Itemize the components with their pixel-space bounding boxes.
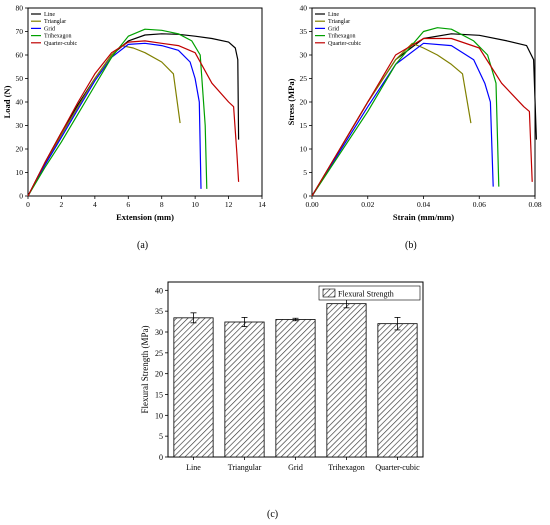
b-y-tick-label: 15: [300, 121, 308, 130]
a-legend-label-trianglar: Trianglar: [44, 19, 66, 25]
c-y-tick-label: 30: [155, 328, 163, 337]
bar-trihexagon: [326, 303, 367, 458]
a-legend-label-grid: Grid: [44, 26, 55, 32]
b-x-tick-label: 0.08: [528, 200, 541, 209]
c-y-tick-label: 25: [155, 349, 163, 358]
b-legend-label-line: Line: [328, 12, 339, 18]
a-x-tick-label: 14: [258, 200, 266, 209]
a-legend-label-line: Line: [44, 12, 55, 18]
b-y-tick-label: 5: [303, 168, 307, 177]
b-y-tick-label: 20: [300, 98, 308, 107]
a-y-tick-label: 60: [16, 51, 24, 60]
b-series-grid-line: [311, 42, 494, 197]
c-legend-label: Flexural Strength: [338, 290, 394, 299]
a-x-tick-label: 4: [93, 200, 97, 209]
a-series-grid-line: [27, 42, 202, 197]
bar-line: [173, 317, 214, 458]
a-y-tick-label: 80: [16, 4, 24, 13]
c-x-tick-label: Quarter-cubic: [375, 463, 420, 472]
a-y-tick-label: 30: [16, 121, 24, 130]
c-y-tick-label: 35: [155, 307, 163, 316]
a-legend-label-trihexagon: Trihexagon: [44, 34, 71, 40]
c-x-tick-label: Triangular: [228, 463, 262, 472]
b-y-tick-label: 0: [303, 192, 307, 201]
c-x-tick-label: Line: [186, 463, 201, 472]
a-x-tick-label: 10: [191, 200, 199, 209]
a-x-tick-label: 8: [160, 200, 164, 209]
bar-quarter-cubic: [377, 323, 418, 458]
a-y-tick-label: 40: [16, 98, 24, 107]
c-legend-box: [318, 285, 421, 301]
b-series-trianglar-line: [311, 42, 472, 197]
a-x-tick-label: 12: [225, 200, 233, 209]
a-series-trihexagon-line: [27, 28, 208, 197]
a-y-tick-label: 50: [16, 74, 24, 83]
a-y-tick-label: 0: [19, 192, 23, 201]
a-y-tick-label: 70: [16, 27, 24, 36]
b-legend-label-grid: Grid: [328, 26, 339, 32]
a-legend-label-quarter-cubic: Quarter-cubic: [44, 41, 78, 47]
c-y-tick-label: 5: [159, 432, 163, 441]
a-y-tick-label: 10: [16, 168, 24, 177]
b-x-tick-label: 0.04: [417, 200, 430, 209]
a-x-tick-label: 0: [26, 200, 30, 209]
b-series-trihexagon-line: [311, 27, 500, 197]
c-x-tick-label: Trihexagon: [328, 463, 365, 472]
b-y-tick-label: 10: [300, 145, 308, 154]
b-y-tick-label: 40: [300, 4, 308, 13]
panel-label-b: (b): [405, 240, 417, 251]
a-series-line-line: [27, 33, 240, 197]
b-y-axis-label: Stress (MPa): [286, 78, 296, 125]
b-y-tick-label: 35: [300, 27, 308, 36]
b-y-tick-label: 25: [300, 74, 308, 83]
a-x-tick-label: 2: [60, 200, 64, 209]
a-x-tick-label: 6: [126, 200, 130, 209]
b-legend-label-trihexagon: Trihexagon: [328, 34, 355, 40]
a-y-tick-label: 20: [16, 145, 24, 154]
b-legend-label-trianglar: Trianglar: [328, 19, 350, 25]
panel-label-a: (a): [137, 240, 149, 251]
a-series-quarter-cubic-line: [27, 40, 240, 197]
panel-label-c: (c): [267, 509, 279, 520]
c-y-tick-label: 40: [155, 286, 163, 295]
b-x-axis-label: Strain (mm/mm): [393, 212, 454, 222]
c-legend-swatch: [322, 288, 336, 298]
b-y-tick-label: 30: [300, 51, 308, 60]
c-y-tick-label: 15: [155, 391, 163, 400]
bar-grid: [275, 319, 316, 458]
a-y-axis-label: Load (N): [2, 85, 12, 118]
flexural-strength-bar-chart: 0 5 10 15 20 25 30 35 40 Flexural Strength (MPa) L…: [140, 281, 424, 472]
b-series-line-line: [311, 33, 537, 197]
b-x-tick-label: 0.06: [473, 200, 486, 209]
c-y-tick-label: 10: [155, 411, 163, 420]
stress-strain-chart: 0.00 0.02 0.04 0.06 0.08 0 5 10 15 20 25 30 35 40 Stra…: [286, 4, 542, 223]
b-legend-label-quarter-cubic: Quarter-cubic: [328, 41, 362, 47]
c-y-axis-label: Flexural Strength (MPa): [140, 326, 150, 414]
bar-triangular: [224, 321, 265, 458]
b-x-tick-label: 0.00: [305, 200, 318, 209]
c-x-tick-label: Grid: [288, 463, 303, 472]
a-x-axis-label: Extension (mm): [116, 212, 174, 222]
c-y-tick-label: 20: [155, 370, 163, 379]
b-x-tick-label: 0.02: [361, 200, 374, 209]
b-series-quarter-cubic-line: [311, 37, 533, 197]
load-extension-chart: 0 2 4 6 8 10 12 14 0 10 20 30 40 50 60 70 80 Extension (m…: [2, 4, 266, 223]
c-y-tick-label: 0: [159, 453, 163, 462]
